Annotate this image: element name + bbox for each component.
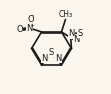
Text: S: S: [49, 48, 54, 57]
Text: S: S: [78, 29, 83, 38]
Text: N: N: [26, 24, 33, 33]
Text: N: N: [55, 53, 61, 63]
Text: CH₃: CH₃: [58, 9, 72, 19]
Text: N: N: [42, 53, 48, 63]
Text: O: O: [27, 15, 34, 24]
Text: N: N: [73, 35, 79, 44]
Text: N: N: [68, 29, 74, 38]
Text: +: +: [29, 24, 34, 28]
Text: O: O: [16, 25, 23, 34]
Text: ⁻: ⁻: [31, 15, 35, 21]
